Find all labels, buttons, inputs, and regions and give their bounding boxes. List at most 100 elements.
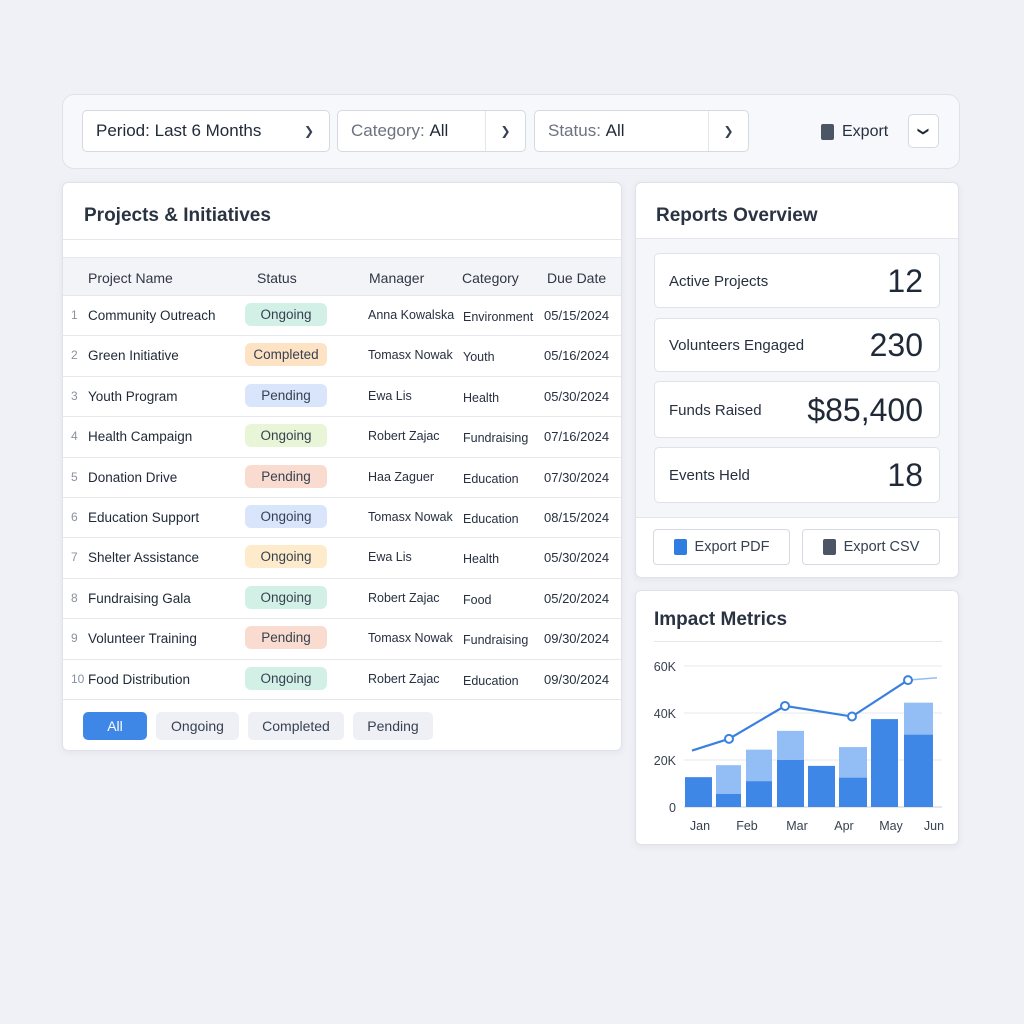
project-name: Health Campaign	[88, 429, 193, 445]
table-row[interactable]: 10 Food Distribution Ongoing Robert Zaja…	[63, 658, 621, 699]
filter-completed[interactable]: Completed	[248, 712, 344, 740]
category: Health	[463, 390, 500, 405]
projects-panel: Projects & Initiatives Project Name Stat…	[62, 182, 622, 751]
x-tick-label: Apr	[834, 819, 853, 833]
export-csv-label: Export CSV	[843, 539, 920, 555]
export-label: Export	[842, 123, 889, 140]
row-number: 8	[71, 590, 78, 605]
status-badge: Ongoing	[245, 303, 327, 326]
file-export-icon	[821, 124, 834, 140]
stat-value: 18	[887, 457, 923, 493]
bar-segment-top	[777, 730, 804, 760]
project-name: Community Outreach	[88, 308, 216, 323]
table-row[interactable]: 1 Community Outreach Ongoing Anna Kowals…	[63, 295, 621, 335]
category: Fundraising	[463, 633, 529, 648]
due-date: 05/20/2024	[544, 590, 610, 606]
table-row[interactable]: 5 Donation Drive Pending Haa Zaguer Educ…	[63, 456, 621, 497]
bar-segment-top	[716, 765, 741, 794]
manager: Ewa Lis	[368, 550, 412, 565]
chevron-down-icon: ❯	[485, 111, 525, 151]
stat-label: Active Projects	[669, 272, 769, 290]
table-row[interactable]: 8 Fundraising Gala Ongoing Robert Zajac …	[63, 577, 621, 618]
due-date: 05/16/2024	[544, 348, 610, 364]
manager: Robert Zajac	[368, 671, 440, 686]
col-manager[interactable]: Manager	[369, 270, 425, 286]
export-pdf-button[interactable]: Export PDF	[653, 529, 790, 565]
project-name: Green Initiative	[88, 348, 179, 364]
export-options-button[interactable]: ❯	[908, 114, 939, 148]
table-row[interactable]: 6 Education Support Ongoing Tomasx Nowak…	[63, 497, 621, 537]
category: Food	[463, 592, 492, 607]
category: Environment	[463, 310, 534, 324]
manager: Tomasx Nowak	[368, 510, 453, 524]
status-dropdown[interactable]: Status: All ❯	[534, 110, 749, 152]
col-status[interactable]: Status	[257, 270, 297, 286]
table-body: 1 Community Outreach Ongoing Anna Kowals…	[63, 295, 621, 701]
project-name: Education Support	[88, 510, 200, 525]
table-row[interactable]: 9 Volunteer Training Pending Tomasx Nowa…	[63, 618, 621, 658]
status-badge: Pending	[245, 464, 327, 488]
stat-card: Volunteers Engaged 230	[654, 318, 940, 372]
export-pdf-label: Export PDF	[694, 539, 770, 555]
filter-ongoing[interactable]: Ongoing	[156, 712, 239, 740]
x-tick-label: Jan	[690, 819, 710, 833]
category: Education	[463, 673, 519, 688]
filter-pending[interactable]: Pending	[353, 712, 433, 740]
export-button[interactable]: Export	[821, 120, 888, 144]
period-value: Last 6 Months	[154, 121, 262, 140]
export-csv-button[interactable]: Export CSV	[802, 529, 940, 565]
filter-all[interactable]: All	[83, 712, 147, 740]
status-badge: Ongoing	[245, 585, 327, 609]
reports-title: Reports Overview	[656, 205, 818, 226]
row-number: 10	[71, 671, 85, 686]
stat-value: 230	[869, 327, 923, 363]
manager: Robert Zajac	[368, 590, 440, 605]
x-tick-label: Mar	[786, 819, 808, 833]
status-badge: Ongoing	[245, 505, 327, 528]
category: Youth	[463, 350, 495, 365]
stat-card: Funds Raised $85,400	[654, 381, 940, 438]
x-tick-label: May	[879, 819, 903, 833]
table-row[interactable]: 4 Health Campaign Ongoing Robert Zajac F…	[63, 416, 621, 456]
y-tick-label: 40K	[654, 707, 677, 721]
table-row[interactable]: 2 Green Initiative Completed Tomasx Nowa…	[63, 335, 621, 375]
pdf-file-icon	[673, 539, 687, 555]
col-due-date[interactable]: Due Date	[547, 270, 607, 286]
bar-segment-base	[716, 793, 741, 807]
chevron-down-icon: ❯	[917, 126, 929, 136]
stat-value: 12	[887, 262, 923, 299]
manager: Tomasx Nowak	[368, 348, 453, 363]
y-tick-label: 20K	[654, 754, 677, 768]
bar-segment-top	[746, 749, 772, 782]
stat-label: Volunteers Engaged	[669, 337, 805, 354]
bar-segment-base	[746, 781, 772, 807]
status-label: Status:	[548, 121, 601, 140]
reports-panel: Reports Overview Active Projects 12 Volun…	[635, 182, 959, 578]
category: Education	[463, 512, 519, 526]
bar-segment-base	[839, 777, 867, 807]
impact-panel: Impact Metrics 0 20K 40K 60K Jan Feb Mar Apr May…	[635, 590, 959, 845]
stat-label: Funds Raised	[669, 401, 762, 419]
row-number: 9	[71, 631, 78, 646]
y-tick-label: 60K	[654, 660, 677, 674]
table-row[interactable]: 3 Youth Program Pending Ewa Lis Health 0…	[63, 375, 621, 416]
due-date: 05/30/2024	[544, 388, 610, 404]
status-badge: Pending	[245, 383, 327, 407]
line-point	[724, 733, 734, 744]
status-value: All	[605, 121, 625, 140]
category-dropdown[interactable]: Category: All ❯	[337, 110, 526, 152]
table-row[interactable]: 7 Shelter Assistance Ongoing Ewa Lis Hea…	[63, 537, 621, 577]
project-name: Shelter Assistance	[88, 550, 200, 566]
due-date: 07/16/2024	[544, 429, 610, 445]
col-project-name[interactable]: Project Name	[88, 270, 173, 286]
status-badge: Pending	[245, 626, 327, 650]
line-point	[903, 675, 913, 686]
category-label: Category:	[351, 121, 425, 140]
due-date: 09/30/2024	[544, 671, 610, 687]
impact-chart: 0 20K 40K 60K Jan Feb Mar Apr May Jun	[654, 660, 944, 833]
col-category[interactable]: Category	[462, 270, 519, 286]
manager: Anna Kowalska	[368, 308, 455, 322]
manager: Robert Zajac	[368, 429, 440, 444]
period-dropdown[interactable]: Period: Last 6 Months ❯	[82, 110, 330, 152]
due-date: 05/15/2024	[544, 308, 610, 323]
